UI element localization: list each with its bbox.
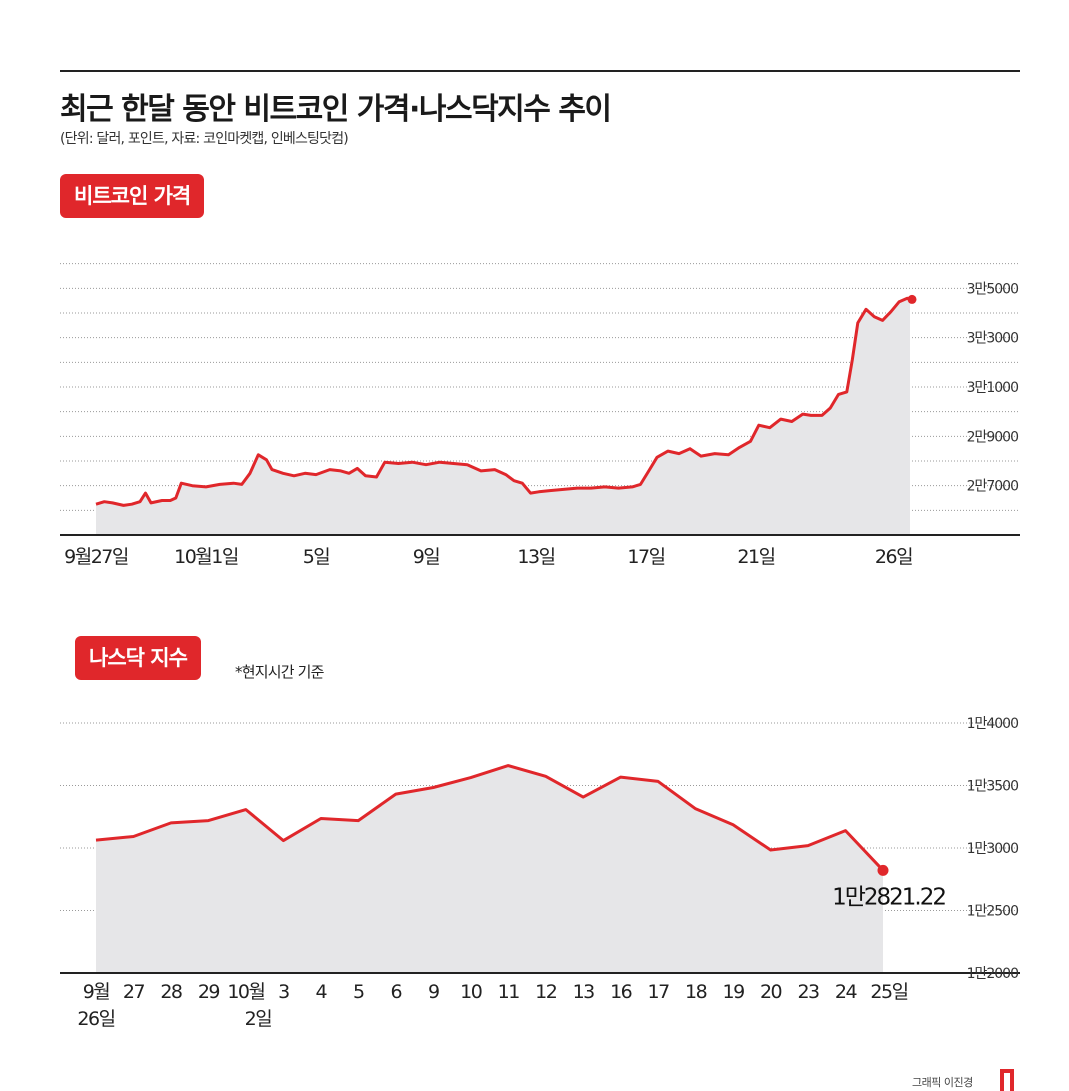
x-tick-label: 10월1일 xyxy=(174,546,238,568)
x-tick-label: 12 xyxy=(535,981,557,1003)
y-tick-label: 1만2000 xyxy=(967,966,1019,982)
y-tick-label: 3만5000 xyxy=(967,281,1019,297)
y-tick-label: 3만3000 xyxy=(967,331,1019,347)
nasdaq-index-chart: 1만2821.22 1만2000 1만2500 1만3000 1만3500 1만4000 9… xyxy=(60,716,1020,1030)
y-tick-label: 1만3500 xyxy=(967,779,1019,795)
bitcoin-section-badge: 비트코인 가격 xyxy=(60,174,205,218)
x-tick-label: 26일 xyxy=(875,546,912,568)
x-tick-label: 27 xyxy=(123,981,145,1003)
x-tick-label: 11 xyxy=(498,981,520,1003)
publisher-logo xyxy=(1000,1069,1014,1091)
x-tick-label: 9월 xyxy=(83,981,110,1003)
index-line xyxy=(95,764,885,872)
x-tick-label: 5일 xyxy=(303,546,330,568)
y-tick-label: 1만3000 xyxy=(967,841,1019,857)
x-tick-label: 29 xyxy=(198,981,220,1003)
x-tick-label: 25일 xyxy=(870,981,907,1003)
x-tick-label: 5 xyxy=(353,981,364,1003)
x-tick-label: 6 xyxy=(391,981,402,1003)
y-tick-label: 3만1000 xyxy=(967,380,1019,396)
x-tick-label-line2: 26일 xyxy=(77,1008,114,1030)
x-tick-label: 9 xyxy=(428,981,439,1003)
x-tick-label: 19 xyxy=(723,981,745,1003)
x-tick-label: 3 xyxy=(278,981,289,1003)
price-line xyxy=(95,296,911,507)
x-tick-label: 9일 xyxy=(413,546,440,568)
x-tick-label: 9월27일 xyxy=(64,546,128,568)
x-tick-label: 4 xyxy=(316,981,328,1003)
x-tick-label: 28 xyxy=(160,981,182,1003)
last-price-marker xyxy=(907,294,917,304)
last-value-label: 1만2821.22 xyxy=(832,884,945,910)
price-area-fill xyxy=(96,298,910,535)
y-tick-label: 2만7000 xyxy=(967,479,1019,495)
x-tick-label: 10월 xyxy=(227,981,264,1003)
index-area-fill xyxy=(96,765,883,973)
last-index-marker xyxy=(877,864,889,876)
page-subtitle: (단위: 달러, 포인트, 자료: 코인마켓캡, 인베스팅닷컴) xyxy=(60,131,349,147)
top-rule xyxy=(60,70,1020,72)
x-tick-label: 18 xyxy=(685,981,707,1003)
x-tick-label: 17 xyxy=(648,981,670,1003)
x-tick-label: 23 xyxy=(797,981,819,1003)
x-tick-label: 10 xyxy=(460,981,482,1003)
x-tick-label: 20 xyxy=(760,981,782,1003)
x-tick-label: 24 xyxy=(835,981,858,1003)
x-tick-label: 16 xyxy=(610,981,632,1003)
x-tick-label: 13일 xyxy=(517,546,554,568)
graphic-credit: 그래픽 이진경 xyxy=(912,1076,973,1089)
x-tick-label: 21일 xyxy=(737,546,774,568)
x-tick-label: 13 xyxy=(573,981,595,1003)
x-tick-label: 17일 xyxy=(627,546,664,568)
bitcoin-price-chart: 2만7000 2만9000 3만1000 3만3000 3만5000 9월27일 10월1일… xyxy=(60,263,1020,568)
y-tick-label: 1만2500 xyxy=(967,904,1019,920)
local-time-note: *현지시간 기준 xyxy=(235,663,324,681)
page-title: 최근 한달 동안 비트코인 가격·나스닥지수 추이 xyxy=(60,92,612,127)
y-tick-label: 2만9000 xyxy=(967,429,1019,445)
x-tick-label-line2: 2일 xyxy=(245,1008,272,1030)
nasdaq-section-badge: 나스닥 지수 xyxy=(75,636,201,680)
y-tick-label: 1만4000 xyxy=(967,716,1019,732)
